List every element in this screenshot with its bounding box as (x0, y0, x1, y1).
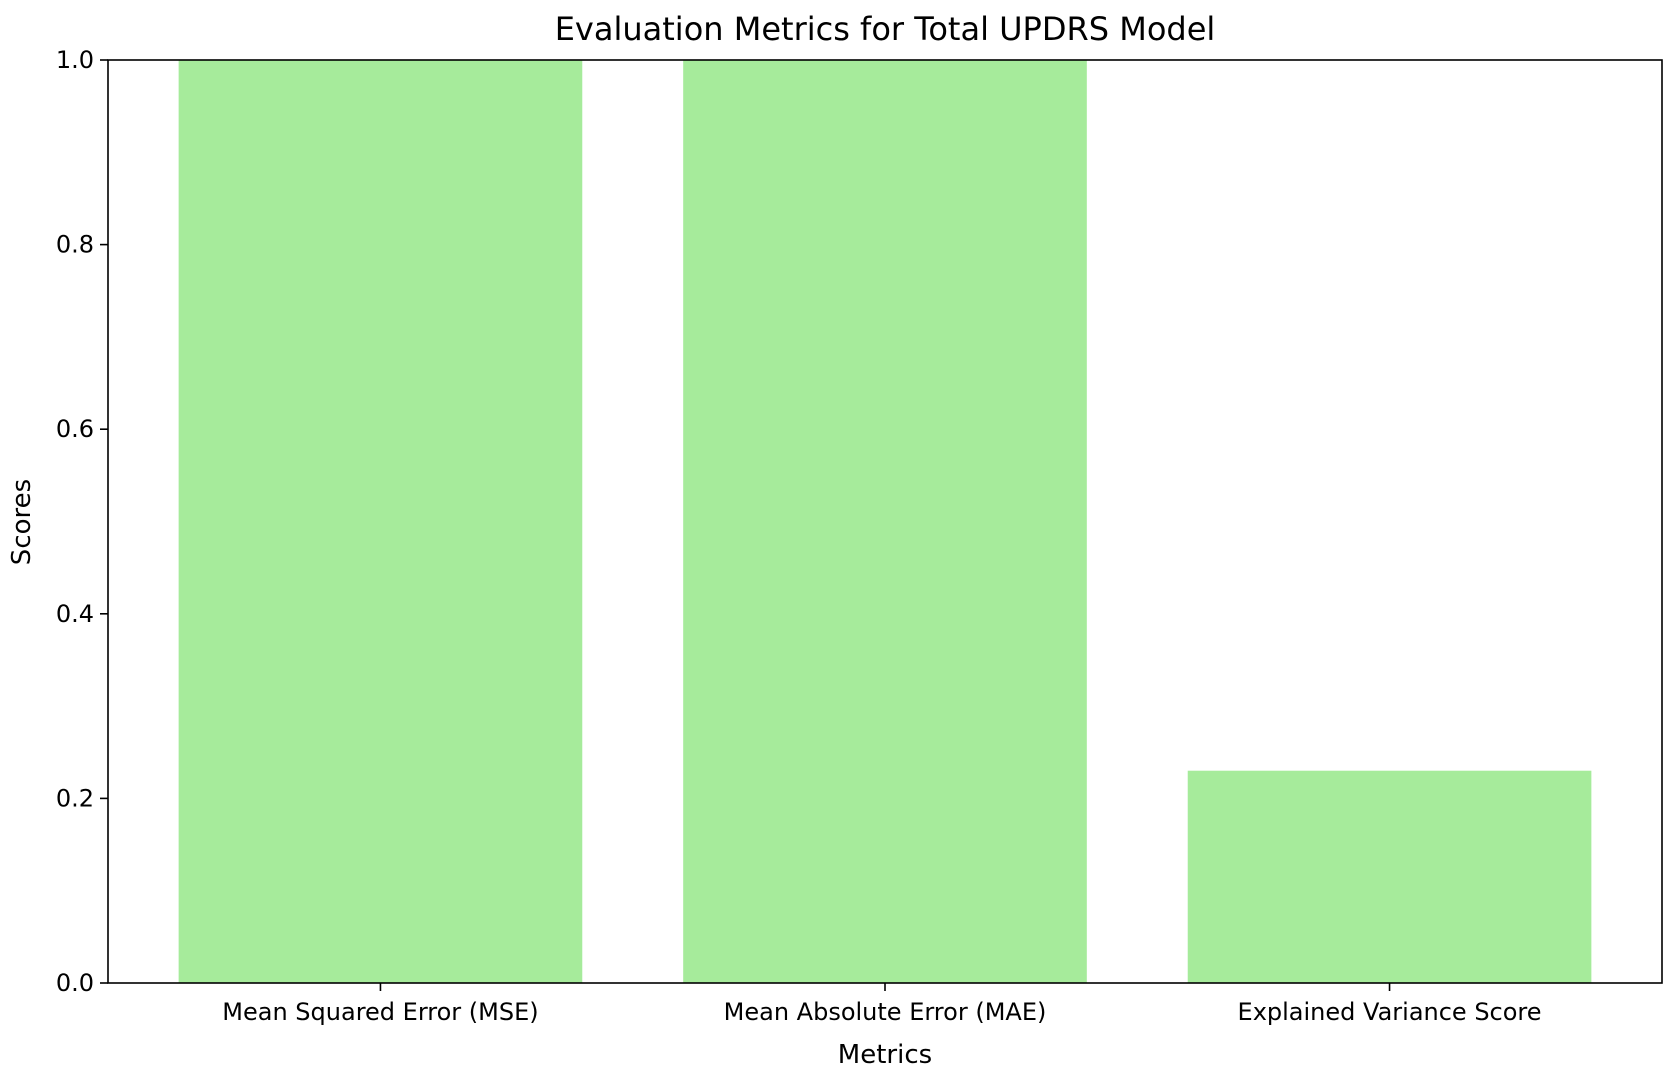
bar-0 (178, 60, 583, 983)
y-tick-label-0: 0.0 (56, 969, 94, 997)
y-tick-label-1: 0.2 (56, 784, 94, 812)
bars-group (178, 60, 1592, 983)
bar-2 (1187, 770, 1592, 983)
y-tick-label-4: 0.8 (56, 231, 94, 259)
y-axis: 0.0 0.2 0.4 0.6 0.8 1.0 (56, 46, 108, 997)
y-tick-label-5: 1.0 (56, 46, 94, 74)
x-axis: Mean Squared Error (MSE) Mean Absolute Er… (222, 983, 1542, 1026)
x-tick-label-1: Mean Absolute Error (MAE) (724, 998, 1047, 1026)
x-tick-label-2: Explained Variance Score (1238, 998, 1542, 1026)
chart-title: Evaluation Metrics for Total UPDRS Model (555, 10, 1216, 48)
y-axis-label: Scores (7, 479, 37, 565)
y-tick-label-2: 0.4 (56, 600, 94, 628)
x-tick-label-0: Mean Squared Error (MSE) (222, 998, 538, 1026)
x-axis-label: Metrics (838, 1040, 932, 1070)
bar-1 (683, 60, 1087, 983)
y-tick-label-3: 0.6 (56, 415, 94, 443)
